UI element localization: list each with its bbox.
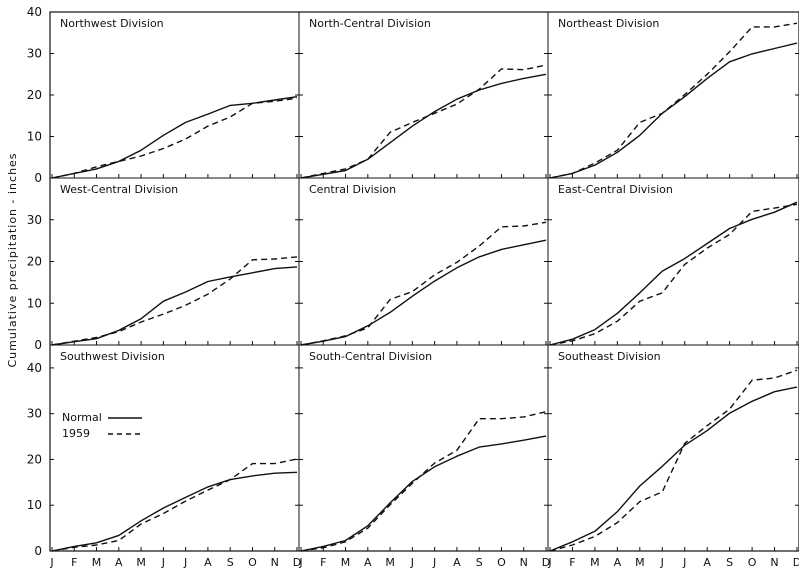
panel-6: East-Central Division xyxy=(549,183,798,346)
series-line-1959 xyxy=(300,221,547,346)
x-tick-label: A xyxy=(364,556,372,569)
panel-4: West-Central Division xyxy=(51,183,298,346)
series-line-normal xyxy=(549,386,798,552)
x-tick-label: A xyxy=(614,556,622,569)
x-tick-label: O xyxy=(497,556,506,569)
panel-1: Northwest Division xyxy=(51,17,298,179)
x-tick-label: S xyxy=(476,556,483,569)
panel-grid xyxy=(49,11,799,552)
panel-title: West-Central Division xyxy=(60,183,178,196)
chart-frame xyxy=(49,11,799,552)
series-line-normal xyxy=(549,42,798,179)
x-tick-label: D xyxy=(293,556,301,569)
x-tick-label: S xyxy=(227,556,234,569)
x-tick-label: A xyxy=(115,556,123,569)
panel-title: South-Central Division xyxy=(309,350,432,363)
y-tick-label: 10 xyxy=(27,498,42,512)
series-line-1959 xyxy=(51,458,298,552)
series-line-1959 xyxy=(51,256,298,346)
panel-5: Central Division xyxy=(300,183,547,346)
panel-title: Northwest Division xyxy=(60,17,164,30)
x-tick-label: J xyxy=(49,556,53,569)
x-tick-label: N xyxy=(770,556,778,569)
legend: Normal 1959 xyxy=(62,411,142,440)
x-tick-label: M xyxy=(341,556,351,569)
x-tick-label: J xyxy=(547,556,551,569)
x-tick-label: M xyxy=(385,556,395,569)
x-tick-label: O xyxy=(248,556,257,569)
x-tick-label: A xyxy=(453,556,461,569)
y-tick-label: 0 xyxy=(34,171,42,185)
x-tick-label: A xyxy=(703,556,711,569)
panel-title: Southwest Division xyxy=(60,350,165,363)
series-line-1959 xyxy=(300,411,547,552)
series-line-normal xyxy=(51,96,298,179)
series-line-1959 xyxy=(549,203,798,346)
x-tick-label: J xyxy=(161,556,165,569)
y-tick-label: 30 xyxy=(27,47,42,61)
x-tick-label: D xyxy=(793,556,799,569)
series-line-normal xyxy=(549,201,798,346)
y-tick-label: 40 xyxy=(27,361,42,375)
series-line-1959 xyxy=(300,64,547,179)
legend-label-1959: 1959 xyxy=(62,427,90,440)
series-line-1959 xyxy=(51,97,298,179)
x-tick-label: J xyxy=(432,556,436,569)
x-tick-label: O xyxy=(748,556,757,569)
x-tick-label: M xyxy=(590,556,600,569)
x-tick-label: S xyxy=(726,556,733,569)
series-line-1959 xyxy=(549,369,798,552)
y-tick-label: 20 xyxy=(27,452,42,466)
y-tick-label: 0 xyxy=(34,544,42,558)
y-tick-label: 20 xyxy=(27,255,42,269)
series-line-normal xyxy=(300,435,547,552)
y-tick-label: 40 xyxy=(27,5,42,19)
panel-title: North-Central Division xyxy=(309,17,431,30)
y-tick-label: 30 xyxy=(27,407,42,421)
x-tick-label: J xyxy=(682,556,686,569)
panel-title: Central Division xyxy=(309,183,396,196)
x-tick-label: J xyxy=(183,556,187,569)
x-tick-label: D xyxy=(542,556,550,569)
x-tick-label: F xyxy=(71,556,77,569)
y-tick-label: 20 xyxy=(27,88,42,102)
x-tick-label: M xyxy=(136,556,146,569)
x-tick-label: J xyxy=(298,556,302,569)
y-tick-label: 10 xyxy=(27,296,42,310)
series-line-normal xyxy=(51,471,298,552)
x-tick-label: F xyxy=(569,556,575,569)
x-tick-label: J xyxy=(660,556,664,569)
series-line-normal xyxy=(51,266,298,346)
x-tick-label: M xyxy=(635,556,645,569)
x-tick-label: N xyxy=(520,556,528,569)
y-tick-label: 30 xyxy=(27,213,42,227)
x-tick-label: N xyxy=(271,556,279,569)
panels: Northwest Division North-Central Division… xyxy=(49,17,799,569)
y-tick-label: 0 xyxy=(34,338,42,352)
x-tick-label: A xyxy=(204,556,212,569)
panel-title: Southeast Division xyxy=(558,350,661,363)
legend-label-normal: Normal xyxy=(62,411,102,424)
panel-title: East-Central Division xyxy=(558,183,673,196)
y-tick-label: 10 xyxy=(27,130,42,144)
series-line-normal xyxy=(300,73,547,179)
x-tick-label: M xyxy=(92,556,102,569)
panel-3: Northeast Division xyxy=(549,17,798,179)
series-line-normal xyxy=(300,239,547,346)
x-tick-label: J xyxy=(410,556,414,569)
axes: 0 10 20 30 40 0 10 20 30 0 10 20 30 40 xyxy=(27,5,799,558)
panel-title: Northeast Division xyxy=(558,17,659,30)
y-axis-label: Cumulative precipitation - inches xyxy=(6,152,19,367)
series-line-1959 xyxy=(549,22,798,179)
panel-2: North-Central Division xyxy=(300,17,547,179)
x-tick-label: F xyxy=(320,556,326,569)
